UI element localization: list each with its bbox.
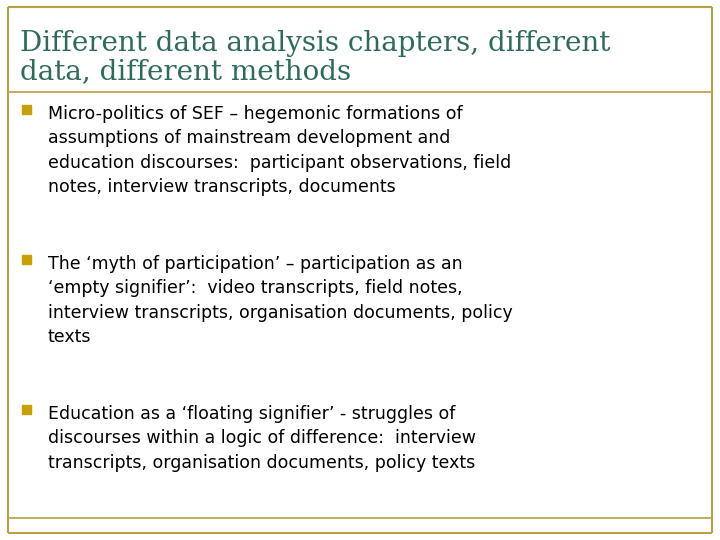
Text: Micro-politics of SEF – hegemonic formations of
assumptions of mainstream develo: Micro-politics of SEF – hegemonic format… — [48, 105, 511, 196]
Text: Different data analysis chapters, different: Different data analysis chapters, differ… — [20, 30, 611, 57]
Bar — [22, 105, 31, 114]
Bar — [22, 405, 31, 414]
Text: Education as a ‘floating signifier’ - struggles of
discourses within a logic of : Education as a ‘floating signifier’ - st… — [48, 405, 476, 471]
Text: The ‘myth of participation’ – participation as an
‘empty signifier’:  video tran: The ‘myth of participation’ – participat… — [48, 255, 513, 346]
Text: data, different methods: data, different methods — [20, 58, 351, 85]
Bar — [22, 255, 31, 264]
